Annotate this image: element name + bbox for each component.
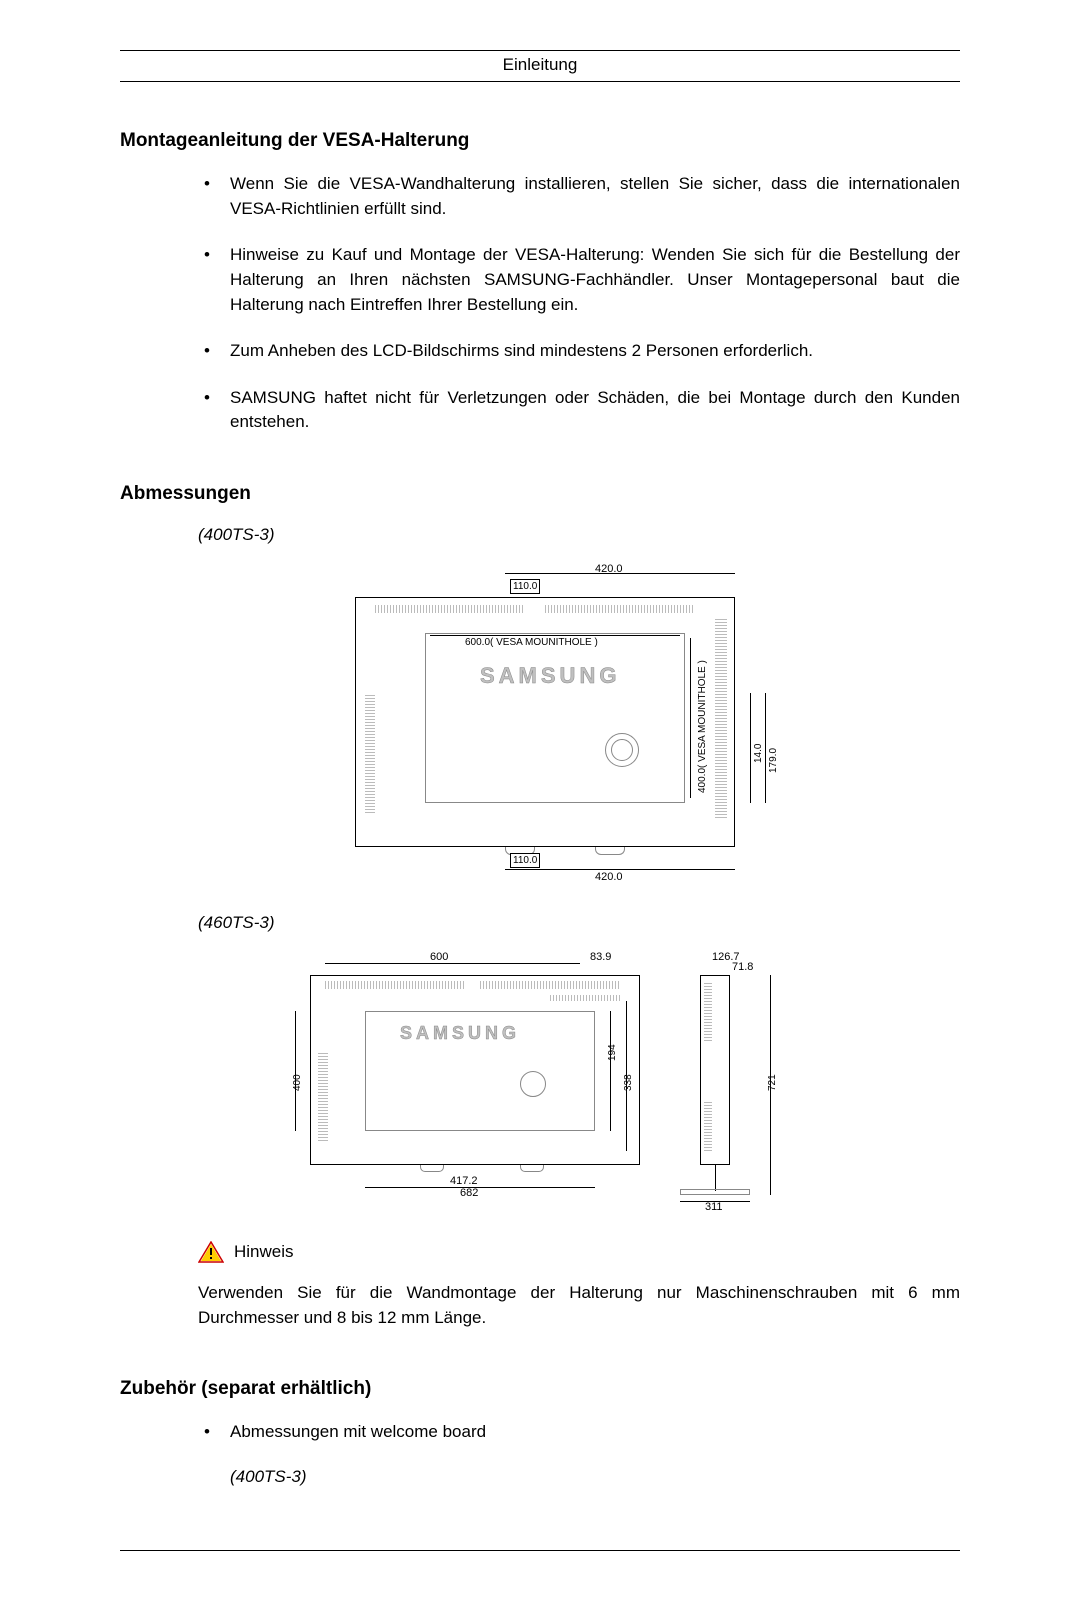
- dim-label: 600: [430, 951, 448, 963]
- brand-text: SAMSUNG: [480, 663, 620, 689]
- dimension-diagram-460ts3: 600 83.9 126.7 71.8 SAMSUNG 400 194 338: [270, 951, 810, 1211]
- dim-label: 600.0( VESA MOUNITHOLE ): [465, 637, 598, 648]
- warning-icon: [198, 1241, 224, 1263]
- list-item-text: Abmessungen mit welcome board: [230, 1422, 486, 1441]
- dim-label: 14.0: [753, 744, 764, 763]
- dim-label: 417.2: [450, 1175, 478, 1187]
- dim-label: 110.0: [510, 853, 540, 868]
- section-vesa-title: Montageanleitung der VESA-Halterung: [120, 130, 960, 152]
- dim-label: 71.8: [732, 961, 753, 973]
- dim-label: 311: [705, 1201, 723, 1213]
- accessories-bullet-list: Abmessungen mit welcome board (400TS-3): [120, 1420, 960, 1489]
- vesa-bullet-list: Wenn Sie die VESA-Wandhalterung installi…: [120, 172, 960, 435]
- brand-text: SAMSUNG: [400, 1023, 520, 1044]
- list-item: Hinweise zu Kauf und Montage der VESA-Ha…: [198, 243, 960, 317]
- notice-label: Hinweis: [234, 1242, 294, 1262]
- page-header: Einleitung: [120, 51, 960, 82]
- section-dimensions-title: Abmessungen: [120, 483, 960, 505]
- dim-label: 338: [623, 1074, 634, 1091]
- list-item: SAMSUNG haftet nicht für Verletzungen od…: [198, 386, 960, 435]
- list-item: Wenn Sie die VESA-Wandhalterung installi…: [198, 172, 960, 221]
- dim-label: 420.0: [595, 871, 623, 883]
- dim-label: 682: [460, 1187, 478, 1199]
- dim-label: 110.0: [510, 579, 540, 594]
- list-item: Zum Anheben des LCD-Bildschirms sind min…: [198, 339, 960, 364]
- dim-label: 400: [292, 1074, 303, 1091]
- dimension-diagram-400ts3: 420.0 110.0 600.0( VESA MOUNITHOLE ) SAM…: [295, 563, 785, 883]
- list-item: Abmessungen mit welcome board (400TS-3): [198, 1420, 960, 1489]
- dim-label: 400.0( VESA MOUNITHOLE ): [697, 660, 708, 793]
- dim-label: 194: [607, 1044, 618, 1061]
- section-accessories-title: Zubehör (separat erhältlich): [120, 1378, 960, 1400]
- model-label-2: (460TS-3): [120, 913, 960, 933]
- dim-label: 83.9: [590, 951, 611, 963]
- model-label-1: (400TS-3): [120, 525, 960, 545]
- model-label-3: (400TS-3): [230, 1465, 960, 1490]
- dim-label: 179.0: [768, 748, 779, 773]
- notice-text: Verwenden Sie für die Wandmontage der Ha…: [120, 1281, 960, 1330]
- dim-label: 721: [767, 1074, 778, 1091]
